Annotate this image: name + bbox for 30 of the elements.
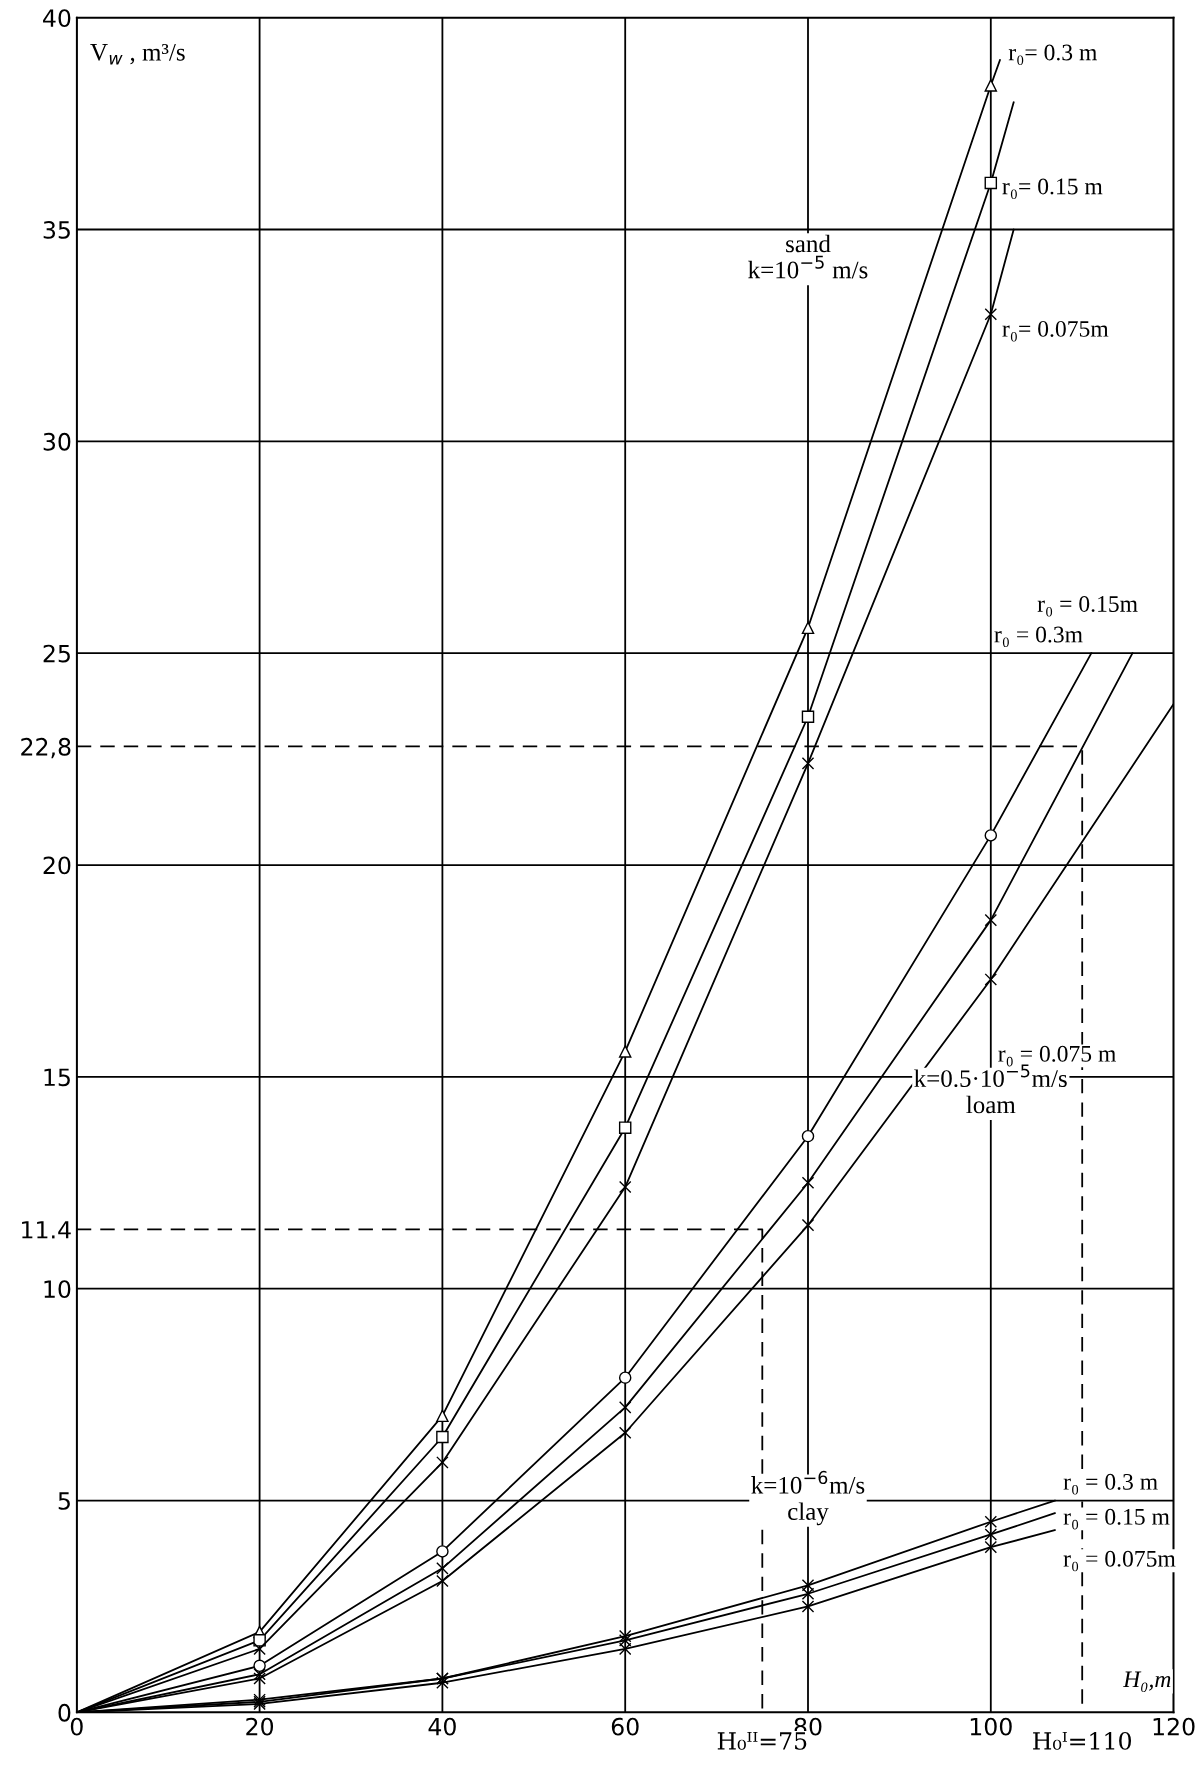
series-label: r₀= 0.15 m	[1002, 178, 1103, 200]
x-axis-title: H₀,m	[1122, 1671, 1171, 1692]
y-tick-label: 22,8	[21, 737, 71, 759]
x-tick-label: 20	[246, 1717, 274, 1736]
x-tick-label: 60	[611, 1717, 639, 1736]
y-tick-label: 30	[43, 432, 71, 451]
y-tick-label: 5	[58, 1492, 70, 1510]
y-tick-label: 0	[58, 1703, 71, 1722]
y-tick-label: 40	[43, 9, 71, 27]
annotation: k=10$^{−6}$m/s clay	[751, 1470, 865, 1526]
y-tick-label: 10	[44, 1280, 71, 1299]
y-tick-label: 35	[43, 220, 70, 239]
series-label: r₀ = 0.3 m	[1063, 1473, 1158, 1495]
y-tick-label: 11.4	[22, 1221, 71, 1239]
x-tick-label: 0	[70, 1717, 83, 1736]
y-tick-label: 20	[43, 856, 71, 875]
y-tick-label: 15	[44, 1068, 70, 1087]
series-label: r₀ = 0.075m	[1063, 1550, 1176, 1572]
x-tick-label: 40	[428, 1717, 456, 1736]
x-tick-label: 120	[1153, 1717, 1195, 1736]
annotation: sand k=10$^{−5}$ m/s	[748, 234, 868, 279]
y-tick-label: 25	[43, 644, 70, 663]
x-tick-label: 100	[970, 1717, 1012, 1736]
annotation: H₀ᴵ=110	[1033, 1731, 1132, 1750]
series-label: r₀ = 0.15m	[1037, 595, 1138, 617]
series-label: r₀= 0.075m	[1002, 320, 1109, 342]
series-label: r₀ = 0.3m	[994, 626, 1083, 648]
y-axis-title: V$_{w}$ , m³/s	[90, 43, 185, 65]
series-label: r₀ = 0.15 m	[1063, 1508, 1170, 1530]
series-label: r₀= 0.3 m	[1008, 44, 1097, 66]
